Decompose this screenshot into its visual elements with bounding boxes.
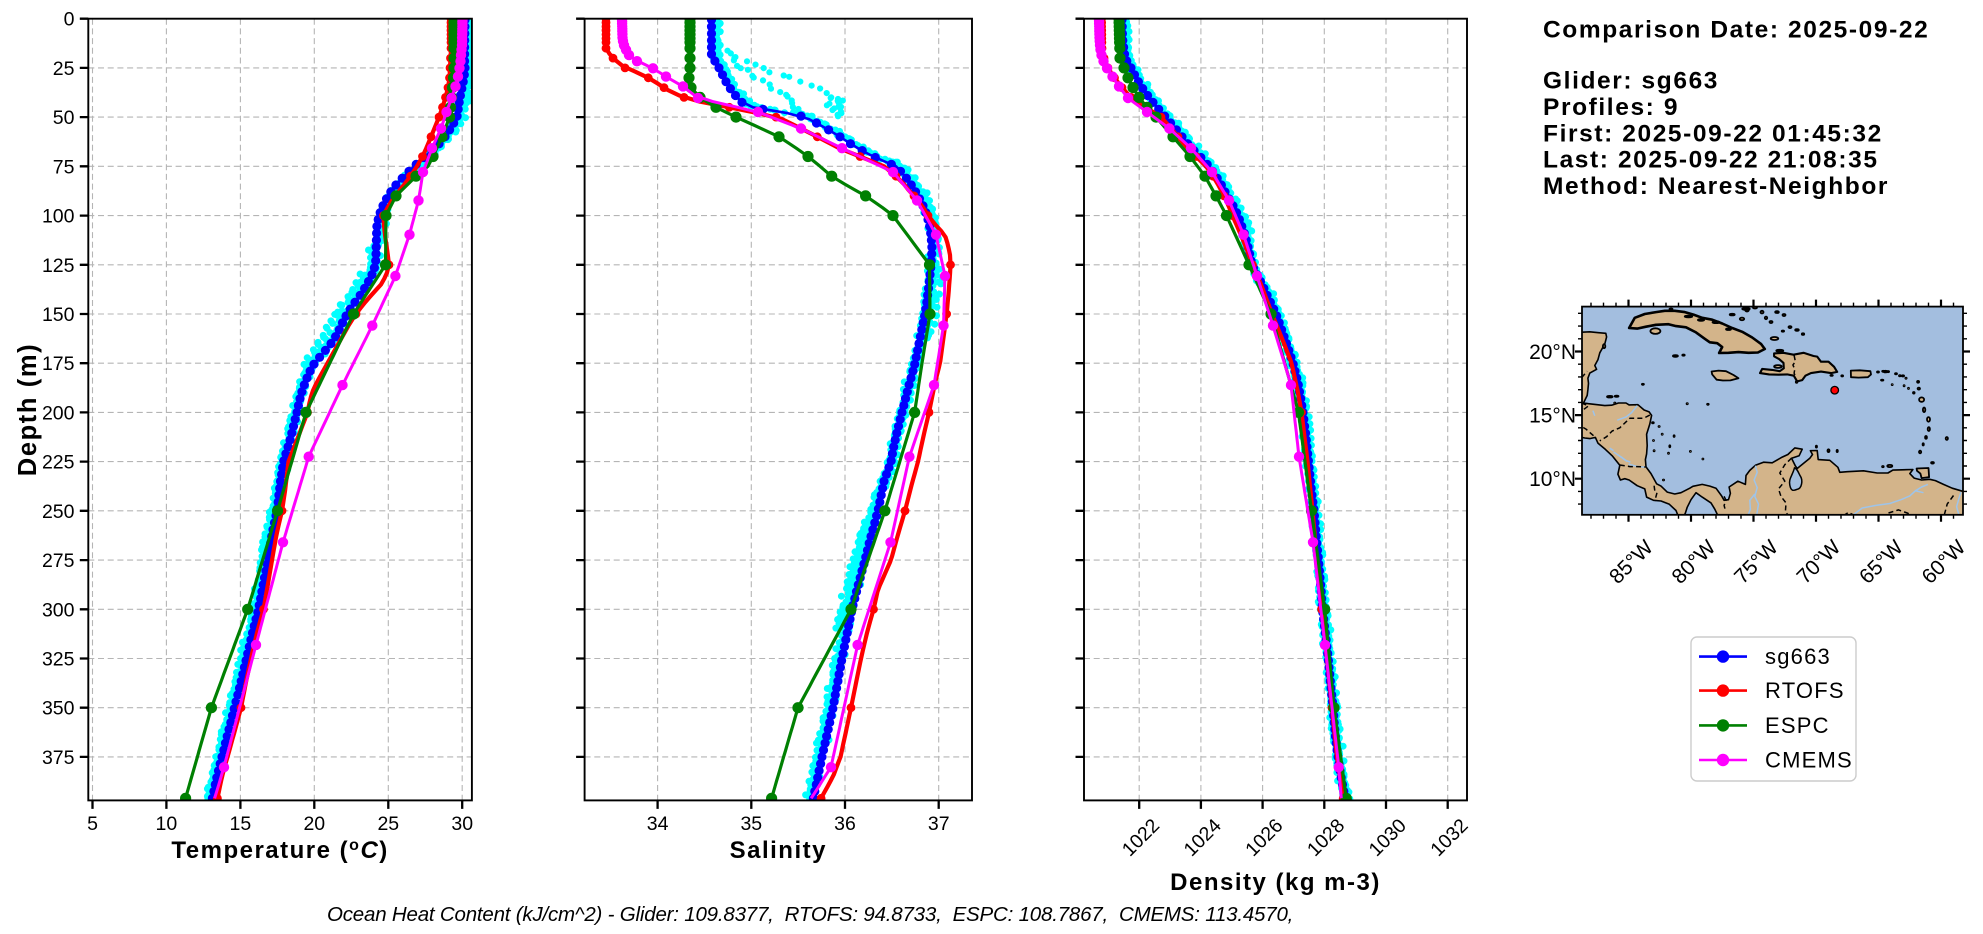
svg-text:50: 50 [53, 107, 75, 129]
svg-text:Density (kg m-3): Density (kg m-3) [1170, 869, 1381, 896]
svg-text:300: 300 [42, 599, 75, 621]
svg-text:ESPC: ESPC [1765, 713, 1830, 738]
svg-text:250: 250 [42, 501, 75, 523]
svg-text:34: 34 [647, 813, 669, 835]
svg-text:15: 15 [230, 813, 252, 835]
svg-text:25: 25 [377, 813, 399, 835]
svg-text:35: 35 [740, 813, 762, 835]
svg-text:Method: Nearest-Neighbor: Method: Nearest-Neighbor [1543, 173, 1889, 200]
svg-text:sg663: sg663 [1765, 644, 1831, 669]
svg-text:200: 200 [42, 402, 75, 424]
svg-text:Last: 2025-09-22 21:08:35: Last: 2025-09-22 21:08:35 [1543, 147, 1879, 174]
svg-text:100: 100 [42, 206, 75, 228]
svg-text:10°N: 10°N [1529, 468, 1576, 491]
svg-text:10: 10 [156, 813, 178, 835]
svg-text:36: 36 [834, 813, 856, 835]
svg-text:20°N: 20°N [1529, 341, 1576, 364]
svg-text:20: 20 [303, 813, 325, 835]
svg-text:Temperature (oC): Temperature (oC) [171, 837, 388, 864]
svg-text:25: 25 [53, 58, 75, 80]
svg-text:275: 275 [42, 550, 75, 572]
svg-text:37: 37 [928, 813, 950, 835]
svg-text:125: 125 [42, 255, 75, 277]
svg-text:0: 0 [64, 9, 75, 31]
svg-text:Comparison Date: 2025-09-22: Comparison Date: 2025-09-22 [1543, 17, 1929, 44]
svg-text:325: 325 [42, 649, 75, 671]
svg-text:Depth (m): Depth (m) [14, 343, 42, 476]
svg-text:Salinity: Salinity [730, 837, 827, 864]
svg-text:Ocean Heat Content (kJ/cm^2) -: Ocean Heat Content (kJ/cm^2) - Glider: 1… [327, 903, 1293, 926]
svg-text:75: 75 [53, 156, 75, 178]
svg-text:First: 2025-09-22 01:45:32: First: 2025-09-22 01:45:32 [1543, 120, 1883, 147]
svg-text:225: 225 [42, 452, 75, 474]
svg-text:RTOFS: RTOFS [1765, 678, 1845, 703]
svg-text:175: 175 [42, 353, 75, 375]
svg-text:30: 30 [451, 813, 473, 835]
svg-text:350: 350 [42, 698, 75, 720]
svg-text:Glider: sg663: Glider: sg663 [1543, 68, 1719, 95]
svg-text:150: 150 [42, 304, 75, 326]
svg-text:Profiles: 9: Profiles: 9 [1543, 94, 1679, 121]
svg-text:375: 375 [42, 747, 75, 769]
svg-text:15°N: 15°N [1529, 405, 1576, 428]
svg-text:CMEMS: CMEMS [1765, 748, 1853, 773]
svg-text:5: 5 [87, 813, 98, 835]
